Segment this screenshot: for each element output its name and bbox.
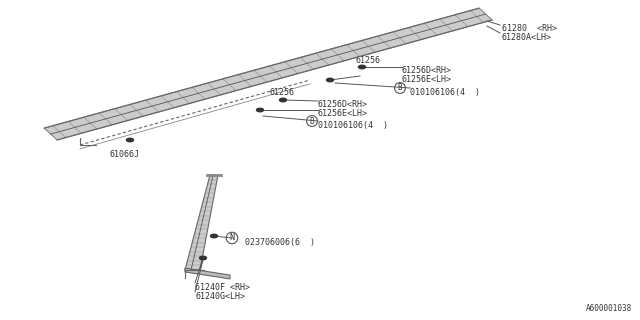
Text: 61256D<RH>: 61256D<RH> [318, 100, 368, 109]
Circle shape [326, 78, 333, 82]
Circle shape [358, 65, 365, 69]
Text: 61256D<RH>: 61256D<RH> [402, 66, 452, 75]
Circle shape [280, 98, 287, 102]
Text: 023706006(6  ): 023706006(6 ) [245, 238, 315, 247]
Text: B: B [310, 116, 314, 125]
Text: 61240F <RH>: 61240F <RH> [195, 283, 250, 292]
Polygon shape [185, 268, 230, 279]
Text: 61280  <RH>: 61280 <RH> [502, 24, 557, 33]
Text: 61256: 61256 [355, 56, 380, 65]
Text: B: B [397, 84, 403, 92]
Polygon shape [185, 175, 218, 270]
Circle shape [211, 234, 218, 238]
Circle shape [257, 108, 264, 112]
Text: 010106106(4  ): 010106106(4 ) [318, 121, 388, 130]
Text: 010106106(4  ): 010106106(4 ) [410, 88, 480, 97]
Text: 61256E<LH>: 61256E<LH> [402, 75, 452, 84]
Text: 61240G<LH>: 61240G<LH> [195, 292, 245, 301]
Text: 61256E<LH>: 61256E<LH> [318, 109, 368, 118]
Circle shape [127, 138, 134, 142]
Text: A600001038: A600001038 [586, 304, 632, 313]
Text: 61256: 61256 [270, 88, 295, 97]
Text: N: N [230, 234, 234, 243]
Text: 61066J: 61066J [110, 150, 140, 159]
Polygon shape [44, 8, 492, 140]
Text: 61280A<LH>: 61280A<LH> [502, 33, 552, 42]
Circle shape [200, 256, 207, 260]
